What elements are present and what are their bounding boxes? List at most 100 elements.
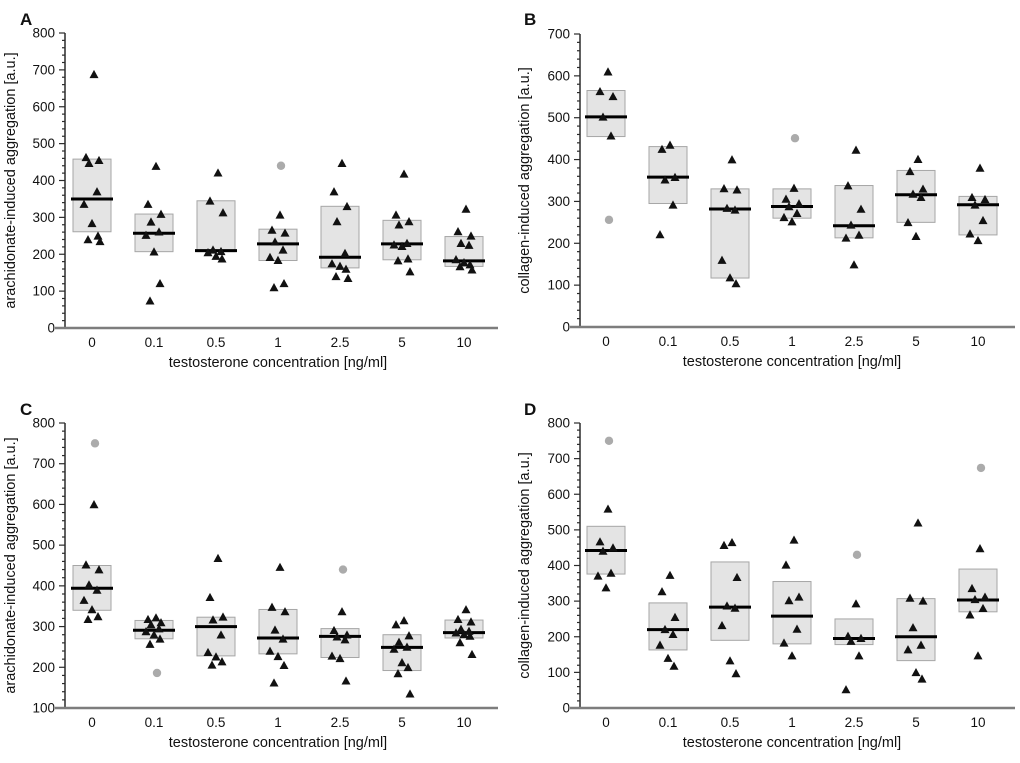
data-point-triangle xyxy=(399,169,409,178)
y-axis-title: collagen-induced aggregation [a.u.] xyxy=(517,67,533,294)
data-point-triangle xyxy=(94,565,104,574)
y-tick-label: 700 xyxy=(547,451,570,466)
data-point-triangle xyxy=(89,500,99,509)
x-tick-label: 5 xyxy=(912,334,920,349)
data-point-triangle xyxy=(603,67,613,76)
y-tick-label: 200 xyxy=(547,236,570,251)
data-point-triangle xyxy=(203,647,213,657)
data-point-triangle xyxy=(849,260,859,269)
data-point-triangle xyxy=(903,217,913,227)
y-tick-label: 200 xyxy=(32,660,55,675)
iqr-box xyxy=(772,188,812,219)
data-point-triangle xyxy=(208,245,218,254)
data-point-triangle xyxy=(916,640,926,649)
data-point-triangle xyxy=(81,560,91,569)
data-point-triangle xyxy=(660,624,670,634)
y-tick-label: 300 xyxy=(32,210,55,225)
data-point-triangle xyxy=(95,236,105,246)
data-point-triangle xyxy=(665,140,675,149)
x-axis-title: testosterone concentration [ng/ml] xyxy=(169,355,387,371)
data-point-triangle xyxy=(717,620,727,630)
y-tick-label: 100 xyxy=(547,278,570,293)
y-tick-label: 300 xyxy=(32,619,55,634)
data-point-triangle xyxy=(731,669,741,678)
data-point-triangle xyxy=(342,201,352,211)
data-point-triangle xyxy=(93,231,103,240)
data-point-triangle xyxy=(207,660,217,669)
data-point-triangle xyxy=(789,183,799,192)
data-point-triangle xyxy=(731,279,741,288)
data-point-triangle xyxy=(717,255,727,264)
data-point-triangle xyxy=(978,603,988,613)
data-point-triangle xyxy=(665,570,675,579)
y-axis-title: arachidonate-induced aggregation [a.u.] xyxy=(3,437,19,693)
data-point-triangle xyxy=(794,592,804,601)
data-point-triangle xyxy=(908,189,918,198)
x-tick-label: 0.5 xyxy=(721,715,740,730)
data-point-triangle xyxy=(792,208,802,217)
data-point-triangle xyxy=(846,220,856,229)
data-point-triangle xyxy=(151,613,161,622)
x-tick-label: 10 xyxy=(970,715,985,730)
data-point-triangle xyxy=(389,240,399,249)
data-point-triangle xyxy=(402,642,412,651)
data-point-triangle xyxy=(657,144,667,153)
data-point-triangle xyxy=(784,596,794,605)
data-point-triangle xyxy=(730,603,740,612)
y-tick-label: 100 xyxy=(32,284,55,299)
data-point-triangle xyxy=(456,238,466,247)
data-point-triangle xyxy=(917,674,927,683)
data-point-triangle xyxy=(143,614,153,624)
data-point-triangle xyxy=(154,227,164,236)
data-point-triangle xyxy=(273,651,283,661)
x-tick-label: 0 xyxy=(88,715,96,730)
data-point-triangle xyxy=(967,583,977,593)
y-axis-title: arachidonate-induced aggregation [a.u.] xyxy=(3,52,19,308)
data-point-triangle xyxy=(980,592,990,601)
data-point-triangle xyxy=(967,192,977,202)
data-point-triangle xyxy=(905,166,915,176)
data-point-triangle xyxy=(211,652,221,661)
data-point-triangle xyxy=(851,599,861,608)
data-point-triangle xyxy=(280,607,290,616)
data-point-triangle xyxy=(975,544,985,553)
data-point-triangle xyxy=(79,199,89,208)
data-point-triangle xyxy=(593,571,603,580)
data-point-triangle xyxy=(465,631,475,640)
outlier-point xyxy=(152,668,162,678)
data-point-triangle xyxy=(341,676,351,685)
x-tick-label: 0.1 xyxy=(659,334,678,349)
data-point-triangle xyxy=(393,668,403,678)
data-point-triangle xyxy=(149,630,159,639)
y-tick-label: 200 xyxy=(32,247,55,262)
data-point-triangle xyxy=(655,640,665,649)
x-axis-title: testosterone concentration [ng/ml] xyxy=(683,735,901,751)
data-point-triangle xyxy=(151,161,161,170)
data-point-triangle xyxy=(792,624,802,633)
data-point-triangle xyxy=(787,217,797,226)
x-tick-label: 10 xyxy=(970,334,985,349)
data-point-triangle xyxy=(87,605,97,614)
data-point-triangle xyxy=(279,660,289,670)
data-point-triangle xyxy=(598,112,608,121)
data-point-triangle xyxy=(916,192,926,202)
outlier-point xyxy=(604,436,614,446)
x-tick-label: 1 xyxy=(274,335,282,350)
data-point-triangle xyxy=(464,626,474,635)
data-point-triangle xyxy=(265,252,275,261)
x-tick-label: 0 xyxy=(88,335,96,350)
data-point-triangle xyxy=(453,226,463,236)
data-point-triangle xyxy=(269,283,279,292)
data-point-triangle xyxy=(208,615,218,624)
data-point-triangle xyxy=(217,657,227,666)
data-point-triangle xyxy=(404,631,414,640)
x-tick-label: 2.5 xyxy=(331,715,350,730)
data-point-triangle xyxy=(779,638,789,647)
data-point-triangle xyxy=(455,638,465,647)
data-point-triangle xyxy=(391,620,401,629)
y-tick-label: 0 xyxy=(562,320,570,335)
data-point-triangle xyxy=(973,651,983,660)
data-point-triangle xyxy=(732,572,742,582)
panel-letter: D xyxy=(524,400,536,419)
y-tick-label: 500 xyxy=(32,538,55,553)
